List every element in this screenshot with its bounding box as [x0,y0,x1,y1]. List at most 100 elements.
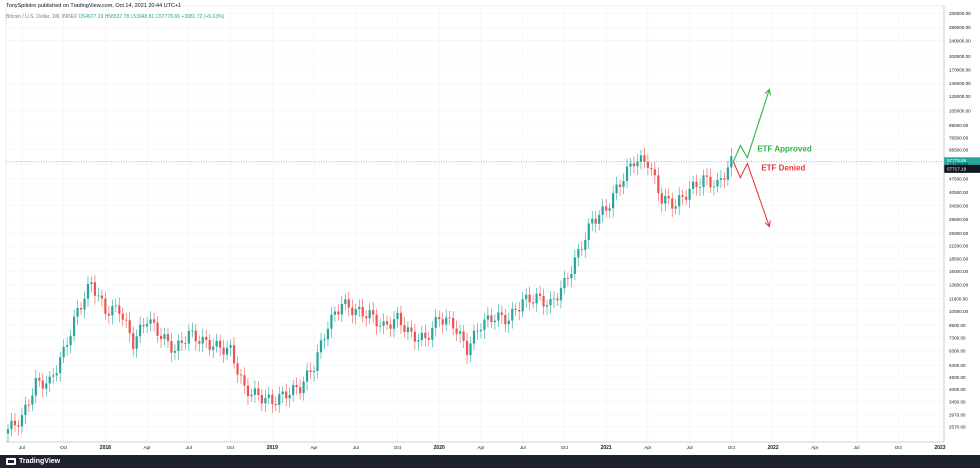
candle-body [674,206,677,209]
candle-body [580,249,583,251]
candle-body [712,186,716,188]
candle-body [52,375,55,377]
x-tick-label: Jul [353,445,359,450]
candle-body [389,324,392,329]
candle-body [382,321,385,326]
candle-body [302,381,305,394]
candle-body [465,340,469,356]
candle-body [20,415,24,427]
candle-body [392,319,396,329]
x-tick-label: Oct [728,445,736,450]
y-tick-label: 330000.00 [949,11,971,16]
grid [5,5,945,443]
y-tick-label: 16000.00 [949,269,969,274]
candle-body [225,347,229,355]
candle-body [337,311,340,315]
candle-body [667,195,670,199]
y-tick-label: 2970.00 [949,412,966,417]
y-tick-label: 4600.00 [949,375,966,380]
y-tick-label: 4000.00 [949,387,966,392]
price-tag-2-label: 57717.19 [947,166,967,171]
candle-body [201,336,204,344]
candle-body [38,378,41,381]
candle-body [236,363,239,375]
plot-frame [5,5,945,443]
candle-body [59,357,62,374]
candle-body [361,306,364,317]
candle-body [504,314,507,325]
candle-body [76,308,79,317]
y-tick-label: 29500.00 [949,217,969,222]
candle-body [97,295,100,297]
candle-body [514,308,517,311]
candle-body [455,328,458,334]
candle-body [305,370,309,382]
x-tick-label: 2022 [768,445,779,451]
candle-body [399,312,403,326]
x-tick-label: 2019 [267,445,278,451]
candle-body [681,195,684,197]
candle-body [142,324,145,327]
tradingview-logo[interactable]: TradingView [6,456,60,467]
candle-body [326,328,330,340]
candle-body [472,330,476,344]
candle-body [598,214,601,224]
candle-body [163,334,166,340]
candle-body [354,309,357,316]
candle-body [434,317,437,328]
candle-body [643,155,646,162]
candle-body [323,339,326,341]
candle-body [420,332,423,341]
candle-body [372,310,375,315]
y-tick-label: 3450.00 [949,400,966,405]
candle-body [483,319,486,330]
y-tick-label: 2570.00 [949,425,966,430]
candle-body [187,330,190,344]
candle-body [500,312,503,315]
y-tick-label: 25000.00 [949,231,969,236]
y-tick-label: 280000.00 [949,25,971,30]
x-tick-label: Apr [310,445,318,450]
candle-body [385,321,389,325]
candle-body [152,319,156,323]
x-tick-label: 2021 [601,445,612,451]
tradingview-icon [6,458,16,465]
candles [6,147,733,443]
candle-body [469,343,472,356]
y-tick-label: 8500.00 [949,323,966,328]
candle-body [27,404,30,406]
candle-body [159,335,163,340]
candle-body [431,327,434,340]
symbol-title: Bitcoin / U.S. Dollar, 1W, INDEX [6,14,78,20]
candle-body [452,317,455,329]
candle-body [653,169,656,176]
candle-body [194,330,197,342]
candle-body [709,176,712,188]
candle-body [497,312,500,321]
candle-body [660,193,663,204]
x-tick-label: Jul [186,445,192,450]
candle-body [344,299,347,304]
candle-body [479,329,483,332]
x-tick-label: 2020 [434,445,445,451]
y-tick-label: 7300.00 [949,336,966,341]
candle-body [83,298,86,310]
x-tick-label: Apr [644,445,652,450]
candle-body [222,347,225,355]
candle-body [723,178,726,180]
candle-body [570,273,573,279]
candle-body [10,420,13,430]
candle-body [511,308,514,321]
candle-body [111,305,114,316]
candle-body [650,167,653,170]
y-tick-label: 47500.00 [949,176,969,181]
y-tick-label: 11600.00 [949,296,968,301]
candle-body [629,163,632,167]
y-tick-label: 10000.00 [949,309,969,314]
candle-body [260,395,263,404]
candle-body [528,294,531,303]
candle-body [601,206,604,215]
